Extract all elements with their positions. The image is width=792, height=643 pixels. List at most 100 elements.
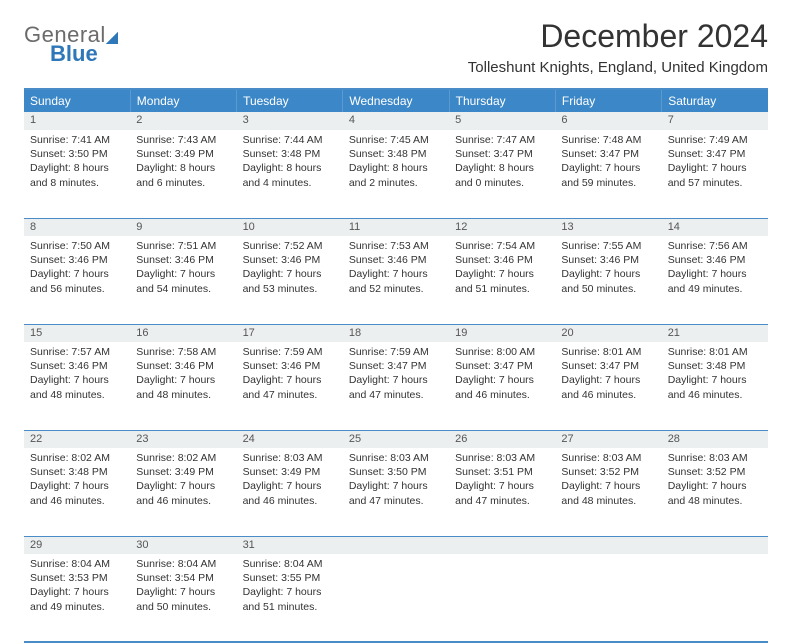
day-header: Friday xyxy=(555,89,661,112)
day-cell: Sunrise: 7:49 AMSunset: 3:47 PMDaylight:… xyxy=(662,130,768,218)
day-cell: Sunrise: 7:50 AMSunset: 3:46 PMDaylight:… xyxy=(24,236,130,324)
day-cell: Sunrise: 8:03 AMSunset: 3:51 PMDaylight:… xyxy=(449,448,555,536)
day-details: Sunrise: 7:44 AMSunset: 3:48 PMDaylight:… xyxy=(237,130,343,194)
day-details: Sunrise: 7:52 AMSunset: 3:46 PMDaylight:… xyxy=(237,236,343,300)
logo: General◢ Blue xyxy=(24,18,119,65)
day-number-row: 1234567 xyxy=(24,112,768,130)
day-body-row: Sunrise: 8:02 AMSunset: 3:48 PMDaylight:… xyxy=(24,448,768,536)
day-cell: Sunrise: 7:43 AMSunset: 3:49 PMDaylight:… xyxy=(130,130,236,218)
day-cell: Sunrise: 7:59 AMSunset: 3:47 PMDaylight:… xyxy=(343,342,449,430)
day-cell xyxy=(555,554,661,642)
day-cell: Sunrise: 8:03 AMSunset: 3:52 PMDaylight:… xyxy=(662,448,768,536)
day-number: 2 xyxy=(130,112,236,130)
day-number: 8 xyxy=(24,218,130,236)
day-details: Sunrise: 8:02 AMSunset: 3:49 PMDaylight:… xyxy=(130,448,236,512)
day-body-row: Sunrise: 7:41 AMSunset: 3:50 PMDaylight:… xyxy=(24,130,768,218)
day-header: Thursday xyxy=(449,89,555,112)
day-details: Sunrise: 7:58 AMSunset: 3:46 PMDaylight:… xyxy=(130,342,236,406)
day-number xyxy=(343,536,449,554)
day-number: 5 xyxy=(449,112,555,130)
day-details: Sunrise: 7:54 AMSunset: 3:46 PMDaylight:… xyxy=(449,236,555,300)
day-cell: Sunrise: 7:48 AMSunset: 3:47 PMDaylight:… xyxy=(555,130,661,218)
day-number: 28 xyxy=(662,430,768,448)
title-block: December 2024 Tolleshunt Knights, Englan… xyxy=(468,18,768,76)
day-number-row: 15161718192021 xyxy=(24,324,768,342)
day-number: 18 xyxy=(343,324,449,342)
day-cell: Sunrise: 7:53 AMSunset: 3:46 PMDaylight:… xyxy=(343,236,449,324)
day-details: Sunrise: 7:56 AMSunset: 3:46 PMDaylight:… xyxy=(662,236,768,300)
day-number: 25 xyxy=(343,430,449,448)
day-cell: Sunrise: 7:45 AMSunset: 3:48 PMDaylight:… xyxy=(343,130,449,218)
day-cell xyxy=(449,554,555,642)
day-cell: Sunrise: 8:03 AMSunset: 3:49 PMDaylight:… xyxy=(237,448,343,536)
day-number: 26 xyxy=(449,430,555,448)
day-details: Sunrise: 8:03 AMSunset: 3:51 PMDaylight:… xyxy=(449,448,555,512)
logo-text-general: General xyxy=(24,22,106,47)
day-number: 4 xyxy=(343,112,449,130)
day-number-row: 293031 xyxy=(24,536,768,554)
header: General◢ Blue December 2024 Tolleshunt K… xyxy=(24,18,768,76)
day-body-row: Sunrise: 7:50 AMSunset: 3:46 PMDaylight:… xyxy=(24,236,768,324)
day-number: 3 xyxy=(237,112,343,130)
day-number: 23 xyxy=(130,430,236,448)
day-details: Sunrise: 7:41 AMSunset: 3:50 PMDaylight:… xyxy=(24,130,130,194)
day-number: 20 xyxy=(555,324,661,342)
day-details: Sunrise: 7:57 AMSunset: 3:46 PMDaylight:… xyxy=(24,342,130,406)
day-details: Sunrise: 7:55 AMSunset: 3:46 PMDaylight:… xyxy=(555,236,661,300)
day-details: Sunrise: 7:49 AMSunset: 3:47 PMDaylight:… xyxy=(662,130,768,194)
day-cell: Sunrise: 7:56 AMSunset: 3:46 PMDaylight:… xyxy=(662,236,768,324)
day-number: 19 xyxy=(449,324,555,342)
day-details: Sunrise: 7:59 AMSunset: 3:46 PMDaylight:… xyxy=(237,342,343,406)
day-number: 17 xyxy=(237,324,343,342)
day-details: Sunrise: 8:02 AMSunset: 3:48 PMDaylight:… xyxy=(24,448,130,512)
day-cell: Sunrise: 8:04 AMSunset: 3:55 PMDaylight:… xyxy=(237,554,343,642)
day-number: 24 xyxy=(237,430,343,448)
day-body-row: Sunrise: 7:57 AMSunset: 3:46 PMDaylight:… xyxy=(24,342,768,430)
day-cell: Sunrise: 8:02 AMSunset: 3:48 PMDaylight:… xyxy=(24,448,130,536)
day-header-row: SundayMondayTuesdayWednesdayThursdayFrid… xyxy=(24,89,768,112)
location: Tolleshunt Knights, England, United King… xyxy=(468,59,768,76)
day-details: Sunrise: 8:03 AMSunset: 3:49 PMDaylight:… xyxy=(237,448,343,512)
day-details: Sunrise: 8:01 AMSunset: 3:47 PMDaylight:… xyxy=(555,342,661,406)
day-cell: Sunrise: 8:04 AMSunset: 3:53 PMDaylight:… xyxy=(24,554,130,642)
logo-triangle-icon: ◢ xyxy=(106,29,119,46)
day-cell xyxy=(343,554,449,642)
day-cell: Sunrise: 7:58 AMSunset: 3:46 PMDaylight:… xyxy=(130,342,236,430)
day-details: Sunrise: 8:03 AMSunset: 3:50 PMDaylight:… xyxy=(343,448,449,512)
day-number: 13 xyxy=(555,218,661,236)
day-number: 11 xyxy=(343,218,449,236)
day-cell: Sunrise: 7:59 AMSunset: 3:46 PMDaylight:… xyxy=(237,342,343,430)
day-number: 1 xyxy=(24,112,130,130)
day-number: 7 xyxy=(662,112,768,130)
day-cell: Sunrise: 7:57 AMSunset: 3:46 PMDaylight:… xyxy=(24,342,130,430)
day-details: Sunrise: 8:03 AMSunset: 3:52 PMDaylight:… xyxy=(555,448,661,512)
day-number: 15 xyxy=(24,324,130,342)
day-details: Sunrise: 7:48 AMSunset: 3:47 PMDaylight:… xyxy=(555,130,661,194)
day-cell: Sunrise: 7:51 AMSunset: 3:46 PMDaylight:… xyxy=(130,236,236,324)
day-cell xyxy=(662,554,768,642)
day-details: Sunrise: 7:43 AMSunset: 3:49 PMDaylight:… xyxy=(130,130,236,194)
day-number: 31 xyxy=(237,536,343,554)
day-number: 27 xyxy=(555,430,661,448)
day-details: Sunrise: 8:03 AMSunset: 3:52 PMDaylight:… xyxy=(662,448,768,512)
day-cell: Sunrise: 8:04 AMSunset: 3:54 PMDaylight:… xyxy=(130,554,236,642)
day-cell: Sunrise: 7:47 AMSunset: 3:47 PMDaylight:… xyxy=(449,130,555,218)
day-details: Sunrise: 8:00 AMSunset: 3:47 PMDaylight:… xyxy=(449,342,555,406)
day-cell: Sunrise: 7:52 AMSunset: 3:46 PMDaylight:… xyxy=(237,236,343,324)
day-header: Saturday xyxy=(662,89,768,112)
day-cell: Sunrise: 7:41 AMSunset: 3:50 PMDaylight:… xyxy=(24,130,130,218)
day-header: Monday xyxy=(130,89,236,112)
day-details: Sunrise: 7:51 AMSunset: 3:46 PMDaylight:… xyxy=(130,236,236,300)
day-cell: Sunrise: 8:03 AMSunset: 3:52 PMDaylight:… xyxy=(555,448,661,536)
day-cell: Sunrise: 8:03 AMSunset: 3:50 PMDaylight:… xyxy=(343,448,449,536)
day-number xyxy=(449,536,555,554)
day-cell: Sunrise: 8:01 AMSunset: 3:47 PMDaylight:… xyxy=(555,342,661,430)
day-number-row: 22232425262728 xyxy=(24,430,768,448)
month-title: December 2024 xyxy=(468,18,768,55)
day-details: Sunrise: 8:01 AMSunset: 3:48 PMDaylight:… xyxy=(662,342,768,406)
day-header: Tuesday xyxy=(237,89,343,112)
day-number: 9 xyxy=(130,218,236,236)
day-header: Sunday xyxy=(24,89,130,112)
day-number: 10 xyxy=(237,218,343,236)
calendar-table: SundayMondayTuesdayWednesdayThursdayFrid… xyxy=(24,88,768,643)
